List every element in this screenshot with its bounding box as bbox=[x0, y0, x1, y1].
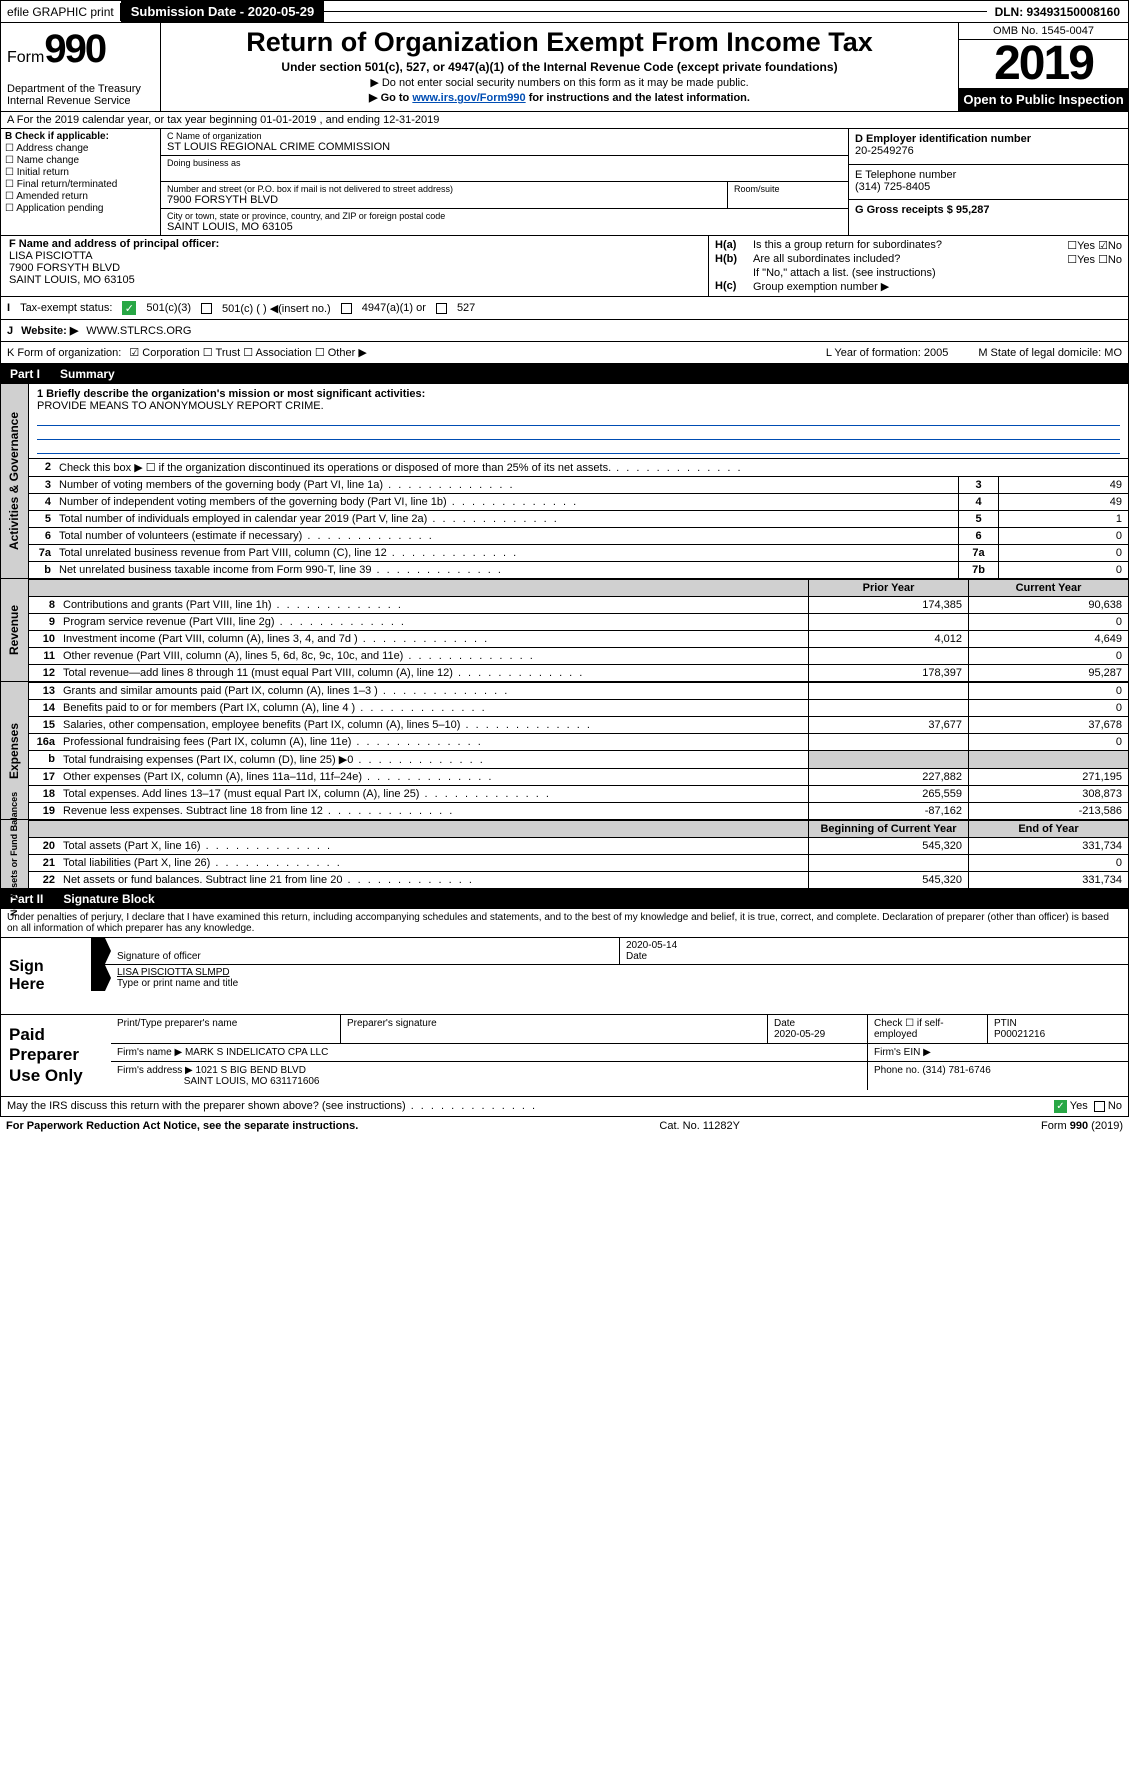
side-activities: Activities & Governance bbox=[8, 412, 22, 550]
irs-label: Internal Revenue Service bbox=[7, 95, 154, 107]
form-of-org: K Form of organization: ☑ Corporation ☐ … bbox=[0, 342, 1129, 364]
subtitle-3: ▶ Go to www.irs.gov/Form990 for instruct… bbox=[171, 91, 948, 104]
line-5: 5Total number of individuals employed in… bbox=[29, 510, 1128, 527]
subtitle-2: ▶ Do not enter social security numbers o… bbox=[171, 76, 948, 89]
open-inspection: Open to Public Inspection bbox=[959, 88, 1128, 111]
chk-initial-return[interactable]: ☐ Initial return bbox=[5, 167, 156, 178]
hb-answer[interactable]: ☐Yes ☐No bbox=[1067, 253, 1122, 266]
line-7a: 7aTotal unrelated business revenue from … bbox=[29, 544, 1128, 561]
chk-4947[interactable] bbox=[341, 303, 352, 314]
block-identity: B Check if applicable: ☐ Address change … bbox=[0, 129, 1129, 236]
line-22: 22Net assets or fund balances. Subtract … bbox=[29, 871, 1128, 888]
telephone: (314) 725-8405 bbox=[855, 181, 930, 193]
top-bar: efile GRAPHIC print Submission Date - 20… bbox=[0, 0, 1129, 23]
line-10: 10Investment income (Part VIII, column (… bbox=[29, 630, 1128, 647]
principal-officer: F Name and address of principal officer:… bbox=[1, 236, 708, 296]
tax-exempt-status: I Tax-exempt status: ✓501(c)(3) 501(c) (… bbox=[0, 297, 1129, 320]
form-header: Form990 Department of the Treasury Inter… bbox=[0, 23, 1129, 112]
line-6: 6Total number of volunteers (estimate if… bbox=[29, 527, 1128, 544]
firm-ein: Firm's EIN ▶ bbox=[868, 1044, 1128, 1061]
ha-answer[interactable]: ☐Yes ☑No bbox=[1067, 239, 1122, 252]
line-16a: 16aProfessional fundraising fees (Part I… bbox=[29, 733, 1128, 750]
gross-receipts: G Gross receipts $ 95,287 bbox=[849, 200, 1128, 235]
submission-date: Submission Date - 2020-05-29 bbox=[121, 1, 325, 22]
chk-final-return[interactable]: ☐ Final return/terminated bbox=[5, 179, 156, 190]
col-c-org: C Name of organization ST LOUIS REGIONAL… bbox=[161, 129, 848, 235]
line-12: 12Total revenue—add lines 8 through 11 (… bbox=[29, 664, 1128, 681]
col-b-checkboxes: B Check if applicable: ☐ Address change … bbox=[1, 129, 161, 235]
chk-501c3[interactable]: ✓ bbox=[122, 301, 136, 315]
row-a-taxyear: A For the 2019 calendar year, or tax yea… bbox=[0, 112, 1129, 129]
line-14: 14Benefits paid to or for members (Part … bbox=[29, 699, 1128, 716]
line-18: 18Total expenses. Add lines 13–17 (must … bbox=[29, 785, 1128, 802]
line-13: 13Grants and similar amounts paid (Part … bbox=[29, 682, 1128, 699]
form-title: Return of Organization Exempt From Incom… bbox=[171, 27, 948, 58]
state-domicile: M State of legal domicile: MO bbox=[978, 347, 1122, 359]
side-expenses: Expenses bbox=[8, 722, 22, 778]
firm-name: MARK S INDELICATO CPA LLC bbox=[185, 1047, 328, 1058]
chk-amended[interactable]: ☐ Amended return bbox=[5, 191, 156, 202]
year-formation: L Year of formation: 2005 bbox=[826, 347, 949, 359]
chk-app-pending[interactable]: ☐ Application pending bbox=[5, 203, 156, 214]
part2-header: Part II Signature Block bbox=[0, 889, 1129, 909]
line-19: 19Revenue less expenses. Subtract line 1… bbox=[29, 802, 1128, 819]
org-address: 7900 FORSYTH BLVD bbox=[167, 194, 278, 206]
website: WWW.STLRCS.ORG bbox=[86, 325, 191, 337]
line-11: 11Other revenue (Part VIII, column (A), … bbox=[29, 647, 1128, 664]
side-net: Net Assets or Fund Balances bbox=[10, 792, 20, 916]
line-4: 4Number of independent voting members of… bbox=[29, 493, 1128, 510]
line-9: 9Program service revenue (Part VIII, lin… bbox=[29, 613, 1128, 630]
line-3: 3Number of voting members of the governi… bbox=[29, 476, 1128, 493]
line-21: 21Total liabilities (Part X, line 26)0 bbox=[29, 854, 1128, 871]
firm-phone: Phone no. (314) 781-6746 bbox=[868, 1062, 1128, 1090]
chk-527[interactable] bbox=[436, 303, 447, 314]
efile-label[interactable]: efile GRAPHIC print bbox=[1, 3, 121, 21]
footer: For Paperwork Reduction Act Notice, see … bbox=[0, 1117, 1129, 1135]
expenses-section: Expenses 13Grants and similar amounts pa… bbox=[0, 682, 1129, 820]
ein: 20-2549276 bbox=[855, 145, 914, 157]
chk-501c[interactable] bbox=[201, 303, 212, 314]
block-officer-group: F Name and address of principal officer:… bbox=[0, 236, 1129, 297]
ptin: P00021216 bbox=[994, 1029, 1045, 1040]
col-de: D Employer identification number 20-2549… bbox=[848, 129, 1128, 235]
org-city: SAINT LOUIS, MO 63105 bbox=[167, 221, 293, 233]
part1-header: Part I Summary bbox=[0, 364, 1129, 384]
room-suite: Room/suite bbox=[728, 182, 848, 208]
subtitle-1: Under section 501(c), 527, or 4947(a)(1)… bbox=[171, 60, 948, 74]
net-assets-section: Net Assets or Fund Balances Beginning of… bbox=[0, 820, 1129, 889]
org-form-opts[interactable]: ☑ Corporation ☐ Trust ☐ Association ☐ Ot… bbox=[129, 346, 366, 359]
line-b: bTotal fundraising expenses (Part IX, co… bbox=[29, 750, 1128, 768]
chk-address-change[interactable]: ☐ Address change bbox=[5, 143, 156, 154]
activities-governance: Activities & Governance 1 Briefly descri… bbox=[0, 384, 1129, 579]
revenue-section: Revenue Prior YearCurrent Year 8Contribu… bbox=[0, 579, 1129, 682]
mission-text: PROVIDE MEANS TO ANONYMOUSLY REPORT CRIM… bbox=[37, 400, 324, 412]
form-number: Form990 bbox=[7, 27, 154, 72]
instructions-link[interactable]: www.irs.gov/Form990 bbox=[412, 92, 525, 104]
line-15: 15Salaries, other compensation, employee… bbox=[29, 716, 1128, 733]
dln: DLN: 93493150008160 bbox=[987, 3, 1128, 21]
sign-here: Sign Here Signature of officer 2020-05-1… bbox=[0, 938, 1129, 1015]
line-17: 17Other expenses (Part IX, column (A), l… bbox=[29, 768, 1128, 785]
mission-block: 1 Briefly describe the organization's mi… bbox=[29, 384, 1128, 458]
perjury-statement: Under penalties of perjury, I declare th… bbox=[0, 909, 1129, 938]
line-8: 8Contributions and grants (Part VIII, li… bbox=[29, 596, 1128, 613]
discuss-answer[interactable]: ✓ Yes No bbox=[1054, 1100, 1122, 1113]
arrow-icon bbox=[91, 938, 111, 964]
paid-preparer: Paid Preparer Use Only Print/Type prepar… bbox=[0, 1015, 1129, 1097]
discuss-row: May the IRS discuss this return with the… bbox=[0, 1097, 1129, 1117]
line-20: 20Total assets (Part X, line 16)545,3203… bbox=[29, 837, 1128, 854]
line-b: bNet unrelated business taxable income f… bbox=[29, 561, 1128, 578]
group-return: H(a)Is this a group return for subordina… bbox=[708, 236, 1128, 296]
chk-self-employed[interactable]: Check ☐ if self-employed bbox=[868, 1015, 988, 1043]
side-revenue: Revenue bbox=[8, 605, 22, 655]
arrow-icon bbox=[91, 965, 111, 991]
line-2: 2Check this box ▶ ☐ if the organization … bbox=[29, 458, 1128, 476]
tax-year: 2019 bbox=[959, 40, 1128, 88]
chk-name-change[interactable]: ☐ Name change bbox=[5, 155, 156, 166]
website-row: J Website: ▶ WWW.STLRCS.ORG bbox=[0, 320, 1129, 342]
dept-label: Department of the Treasury bbox=[7, 83, 154, 95]
org-name: ST LOUIS REGIONAL CRIME COMMISSION bbox=[167, 141, 390, 153]
